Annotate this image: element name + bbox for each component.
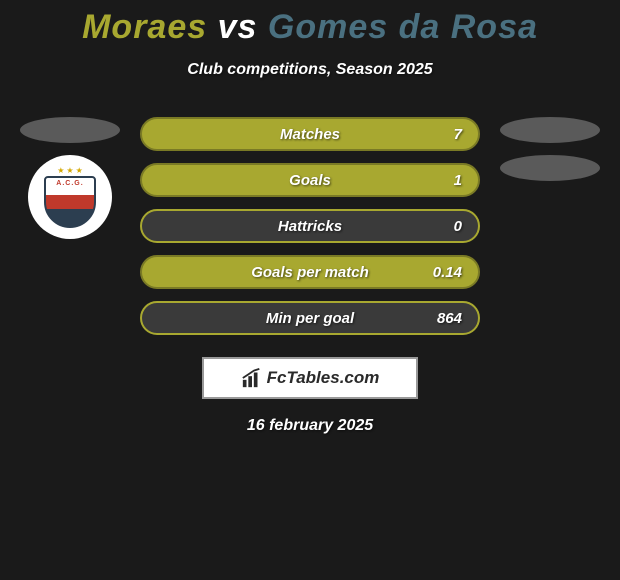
right-column [500,117,600,181]
club-badge: ★★★ A.C.G. [28,155,112,239]
stat-label: Goals [158,172,422,189]
stats-area: ★★★ A.C.G. Matches7 Goals1 Hattricks0 Goals… [0,117,620,335]
left-ellipse [20,117,120,143]
date-text: 16 february 2025 [0,417,620,435]
player2-name: Gomes da Rosa [268,8,538,46]
stat-value: 0.14 [422,264,462,281]
vs-text: vs [218,8,258,46]
stat-value: 1 [422,172,462,189]
stat-label: Matches [158,126,422,143]
footer-logo: FcTables.com [202,357,418,399]
stat-label: Hattricks [158,218,422,235]
stat-value: 0 [422,218,462,235]
stars-icon: ★★★ [57,166,83,175]
stat-bar: Matches7 [140,117,480,151]
comparison-title: Moraes vs Gomes da Rosa [0,8,620,47]
badge-text: A.C.G. [46,180,94,187]
stat-bar: Hattricks0 [140,209,480,243]
footer-logo-text: FcTables.com [267,368,380,388]
left-column: ★★★ A.C.G. [20,117,120,239]
player1-name: Moraes [82,8,207,46]
shield-body: A.C.G. [44,176,96,228]
stat-value: 7 [422,126,462,143]
right-ellipse-2 [500,155,600,181]
stat-bar: Min per goal864 [140,301,480,335]
chart-icon [241,367,263,389]
main-container: Moraes vs Gomes da Rosa Club competition… [0,0,620,435]
stat-value: 864 [422,310,462,327]
shield-icon: ★★★ A.C.G. [42,166,98,228]
subtitle: Club competitions, Season 2025 [0,61,620,79]
stat-label: Goals per match [158,264,422,281]
stat-bar: Goals per match0.14 [140,255,480,289]
stats-bars: Matches7Goals1Hattricks0Goals per match0… [140,117,480,335]
stat-bar: Goals1 [140,163,480,197]
right-ellipse-1 [500,117,600,143]
stat-label: Min per goal [158,310,422,327]
